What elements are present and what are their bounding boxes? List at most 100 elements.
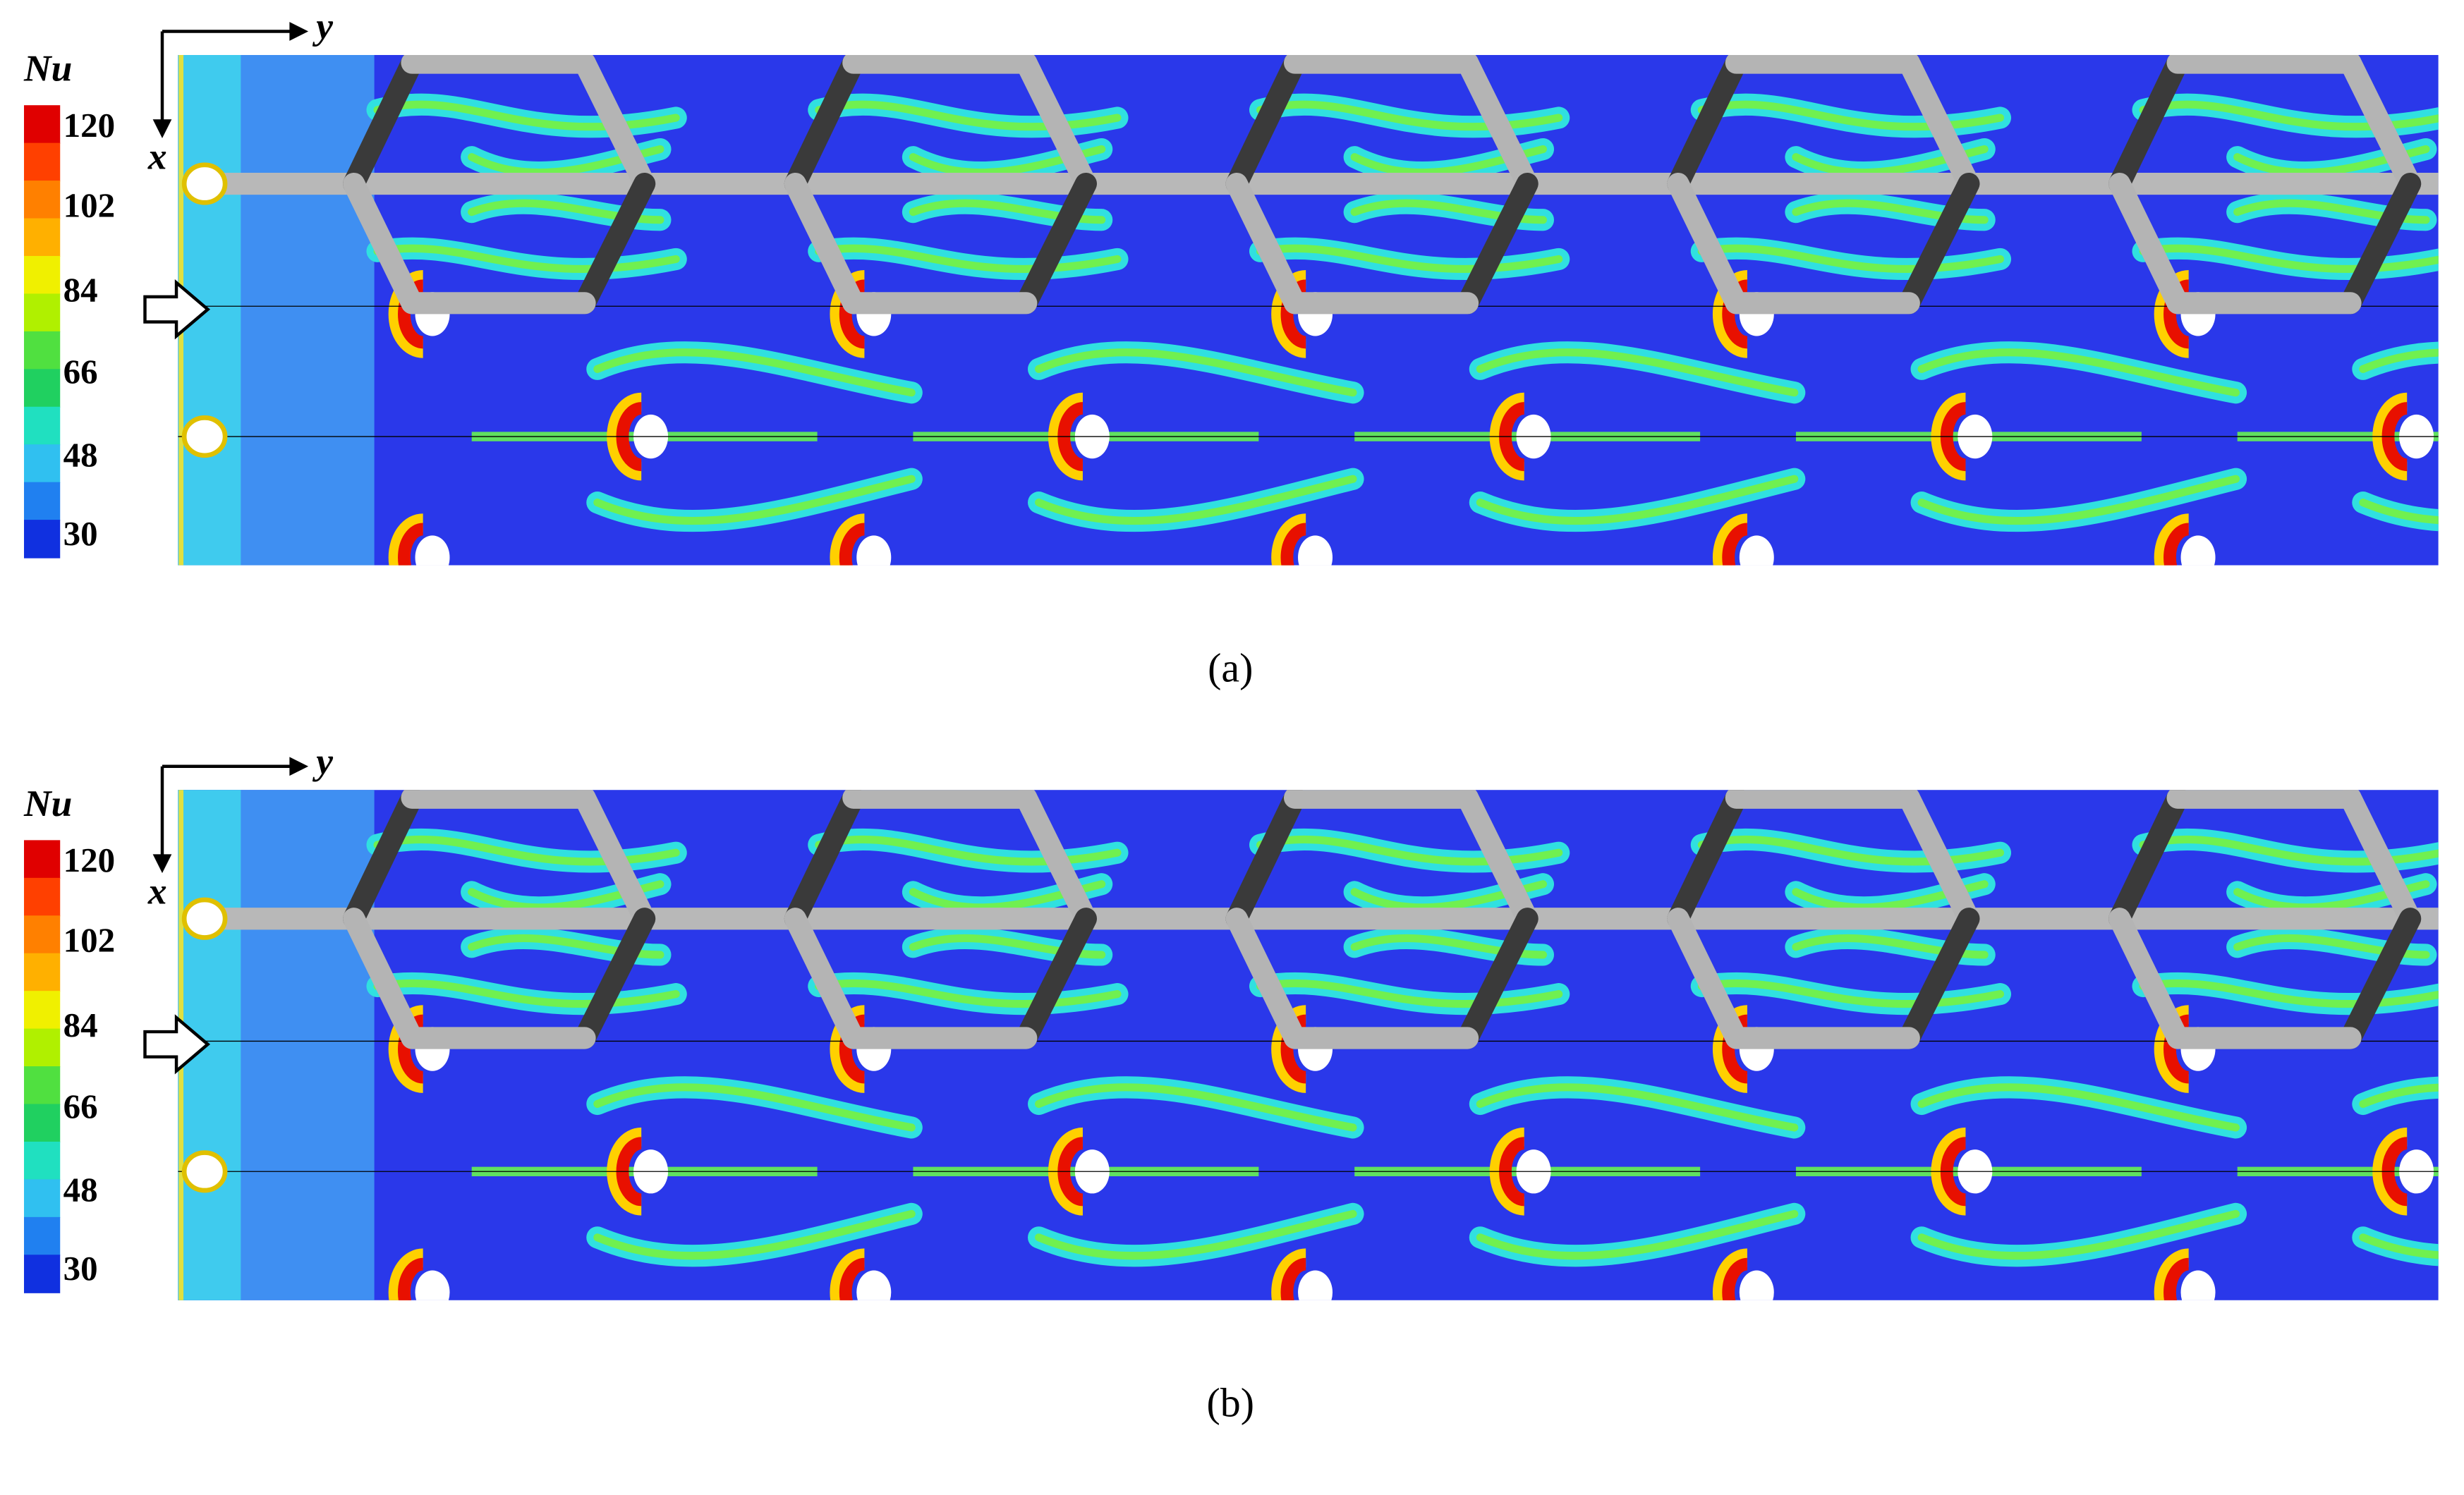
colorbar-band	[24, 293, 61, 332]
contour-band	[1035, 1083, 1357, 1132]
contour-band	[1256, 244, 1563, 274]
contour-band	[1256, 979, 1563, 1008]
contour-band	[1917, 1083, 2240, 1132]
contour-band	[593, 1083, 916, 1132]
contour-band	[1035, 475, 1357, 525]
crescent	[1280, 1257, 1306, 1300]
strut	[573, 790, 656, 930]
colorbar-tick-label: 102	[63, 185, 115, 224]
arrow-head	[289, 22, 309, 41]
strut	[784, 790, 865, 930]
colorbar-tick-label: 66	[63, 352, 98, 391]
colorbar-band	[24, 991, 61, 1030]
colorbar-band	[24, 877, 61, 917]
caption: (a)	[1208, 645, 1253, 690]
strut	[1456, 790, 1539, 930]
strut	[1015, 172, 1097, 315]
colorbar-band	[24, 218, 61, 257]
hexagon	[2108, 790, 2422, 1049]
contour-band	[2359, 1233, 2439, 1259]
strut	[573, 54, 656, 195]
colorbar-band	[24, 369, 61, 408]
strut	[1015, 908, 1097, 1049]
contour-band	[373, 244, 680, 274]
inlet-hole	[181, 897, 228, 940]
hexagon	[2108, 54, 2422, 315]
hexagon	[1225, 790, 1539, 1049]
axis-arrow	[160, 764, 296, 858]
contour-band	[2139, 979, 2439, 1008]
colorbar-band	[24, 406, 61, 446]
colorbar-tick-label: 30	[63, 1249, 98, 1288]
y-axis-label: y	[312, 740, 333, 782]
strut	[1898, 908, 1980, 1049]
inflow-arrow	[143, 1014, 211, 1075]
contour-plot	[178, 790, 2439, 1300]
crescent	[839, 523, 866, 566]
pillar-hole	[1298, 535, 1333, 566]
legend-title: Nu	[23, 47, 72, 90]
colorbar-tick-label: 30	[63, 514, 98, 553]
contour-band	[2359, 348, 2439, 373]
colorbar-band	[24, 1028, 61, 1068]
strut	[2339, 790, 2422, 930]
contour-band	[1476, 1209, 1799, 1260]
hexagon	[784, 790, 1097, 1049]
strut	[2339, 54, 2422, 195]
colorbar-band	[24, 444, 61, 483]
strut	[1667, 790, 1747, 930]
strut	[784, 908, 865, 1049]
strut	[1456, 54, 1539, 195]
contour-band	[815, 244, 1122, 274]
colorbar-tick-label: 48	[63, 436, 98, 475]
colorbar-tick-label: 84	[63, 271, 98, 310]
strut	[1898, 172, 1980, 315]
colorbar-band	[24, 482, 61, 521]
y-axis-label: y	[312, 5, 333, 47]
contour-band	[1917, 348, 2240, 397]
x-axis-label: x	[147, 135, 167, 177]
contour-band	[1697, 244, 2005, 274]
arrow-head	[289, 757, 309, 776]
strut	[1898, 790, 1980, 930]
colorbar-tick-label: 120	[63, 106, 115, 145]
hexagon	[1667, 54, 1980, 315]
caption: (b)	[1207, 1380, 1254, 1426]
contour-band	[1697, 979, 2005, 1008]
arrow-head	[152, 119, 172, 138]
colorbar-band	[24, 1066, 61, 1105]
contour-band	[1917, 475, 2240, 525]
colorbar-band	[24, 840, 61, 879]
strut	[573, 908, 656, 1049]
colorbar-band	[24, 1216, 61, 1256]
hexagon	[1225, 54, 1539, 315]
contour-band	[1035, 1209, 1357, 1260]
contour-band	[373, 979, 680, 1008]
colorbar-tick-label: 48	[63, 1171, 98, 1209]
strut	[573, 172, 656, 315]
strut	[1456, 172, 1539, 315]
colorbar-band	[24, 1255, 61, 1293]
crescent	[398, 523, 424, 566]
hexagon	[343, 54, 656, 315]
pillar-hole	[856, 1270, 892, 1300]
pillar-hole	[1298, 1270, 1333, 1300]
strut	[1456, 908, 1539, 1049]
contour-band	[2359, 499, 2439, 525]
crescent	[1722, 523, 1748, 566]
colorbar-band	[24, 105, 61, 144]
crescent	[1280, 523, 1306, 566]
colorbar-band	[24, 331, 61, 370]
pillar-hole	[2180, 1270, 2216, 1300]
contour-band	[593, 1209, 916, 1260]
colorbar-band	[24, 1104, 61, 1143]
colorbar-band	[24, 181, 61, 219]
strut	[784, 54, 865, 195]
contour-band	[1476, 1083, 1799, 1132]
x-axis-label: x	[147, 870, 167, 913]
strut	[2108, 790, 2189, 930]
pillar-hole	[2180, 535, 2216, 566]
